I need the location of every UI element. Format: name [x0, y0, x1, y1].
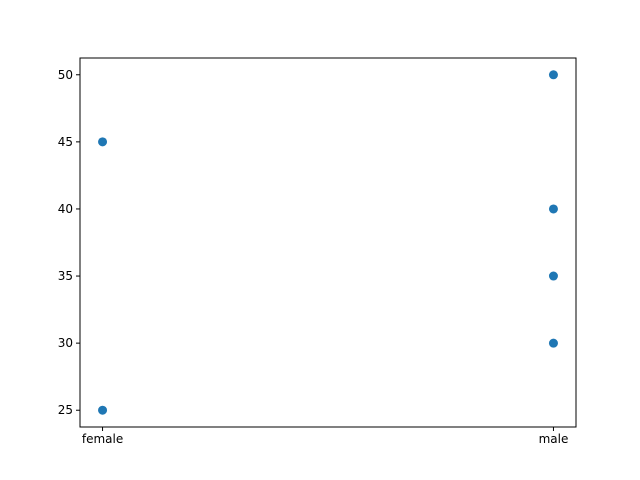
x-tick-label: female [82, 432, 123, 446]
axes-frame [79, 57, 577, 428]
ticks-layer: 25 30 35 40 45 50 female male [58, 68, 569, 446]
x-tick-label: male [539, 432, 569, 446]
y-tick-label: 25 [58, 403, 73, 417]
y-tick-label: 40 [58, 202, 73, 216]
scatter-point [548, 70, 558, 80]
scatter-point [548, 338, 558, 348]
scatter-point [548, 271, 558, 281]
scatter-point [548, 204, 558, 214]
scatter-point [98, 137, 108, 147]
points-layer [98, 70, 558, 415]
y-tick-label: 45 [58, 135, 73, 149]
y-tick-label: 30 [58, 336, 73, 350]
y-tick-label: 50 [58, 68, 73, 82]
y-tick-label: 35 [58, 269, 73, 283]
scatter-point [98, 405, 108, 415]
